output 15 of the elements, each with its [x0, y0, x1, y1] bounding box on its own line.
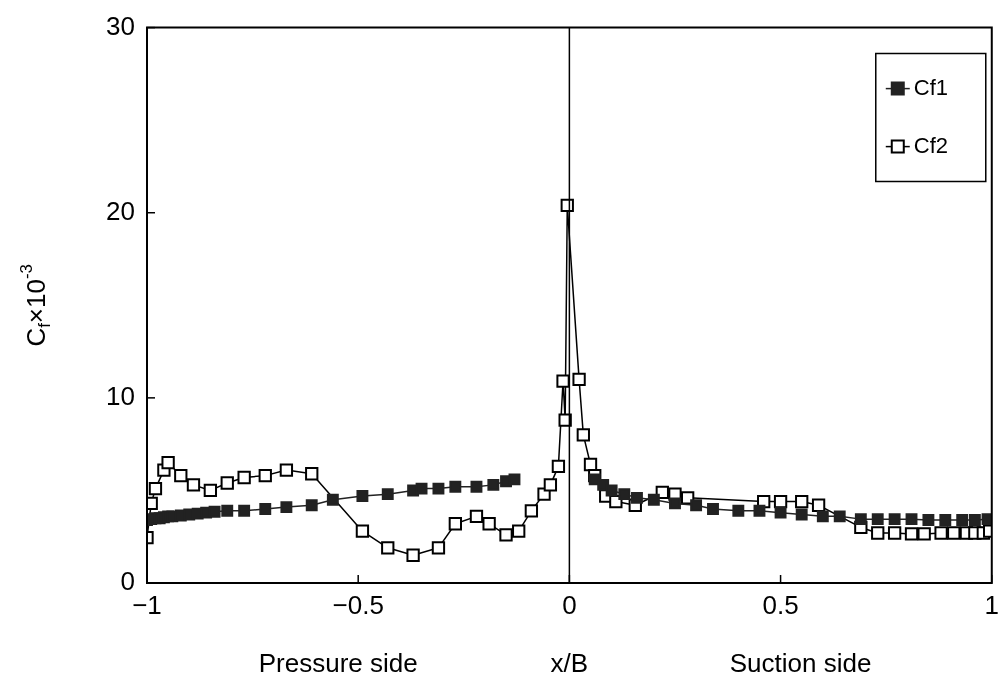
legend-label: Cf1: [913, 74, 949, 100]
x-tick-label: −0.5: [332, 589, 384, 620]
y-tick-label: 10: [106, 381, 135, 412]
legend-label: Cf2: [913, 132, 949, 158]
y-tick-label: 30: [106, 10, 135, 41]
text: Suction side: [729, 648, 872, 679]
x-tick-label: −1: [132, 589, 162, 620]
text: Pressure side: [258, 648, 418, 679]
y-tick-label: 0: [120, 566, 135, 597]
x-tick-label: 1: [984, 589, 999, 620]
x-tick-label: 0.5: [762, 589, 799, 620]
x-axis-title: x/B: [550, 648, 589, 679]
y-axis-title: Cf×10-3: [17, 263, 55, 347]
x-tick-label: 0: [562, 589, 577, 620]
y-tick-label: 20: [106, 195, 135, 226]
